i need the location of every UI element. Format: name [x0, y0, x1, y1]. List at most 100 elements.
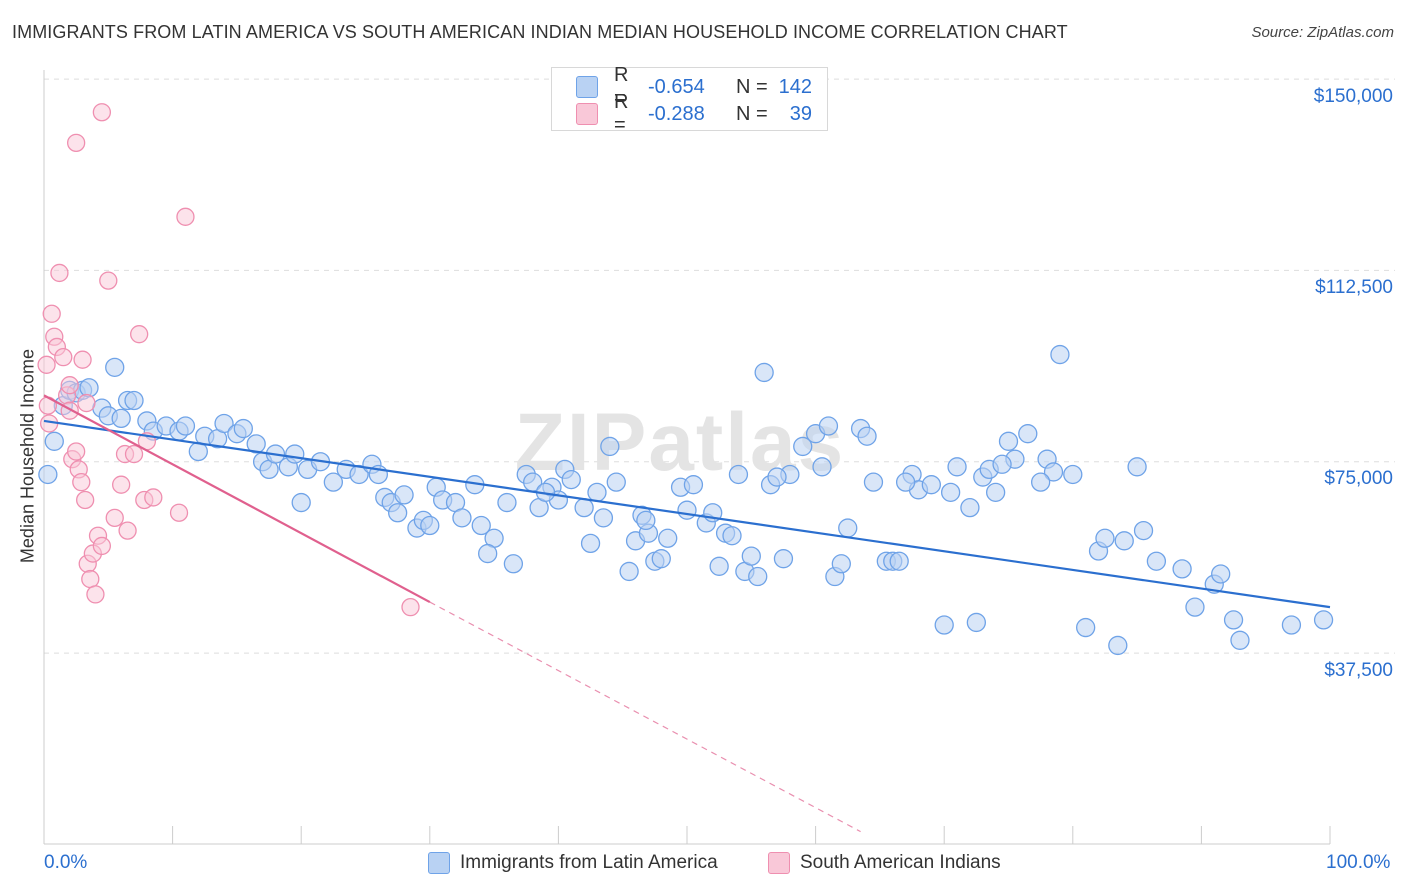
- data-point-latin-america: [1018, 424, 1038, 444]
- data-point-latin-america: [741, 546, 761, 566]
- data-point-latin-america: [214, 413, 234, 434]
- data-point-latin-america: [934, 615, 954, 635]
- y-tick-label: $75,000: [1324, 468, 1393, 489]
- legend-row-south-american-indians: R = -0.288 N = 39: [576, 91, 812, 136]
- data-point-latin-america: [124, 390, 144, 411]
- data-point-latin-america: [722, 526, 742, 546]
- x-tick-label-min: 0.0%: [44, 852, 88, 873]
- data-point-latin-america: [1313, 610, 1334, 630]
- data-point-latin-america: [677, 500, 697, 520]
- data-point-latin-america: [998, 431, 1019, 451]
- data-point-latin-america: [1223, 610, 1244, 630]
- data-point-latin-america: [683, 475, 704, 495]
- data-point-latin-america: [812, 457, 832, 477]
- data-point-latin-america: [966, 612, 986, 633]
- data-point-latin-america: [1185, 597, 1205, 617]
- data-point-latin-america: [1108, 635, 1128, 656]
- legend-row-latin-america: R = -0.654 N = 142: [576, 64, 812, 109]
- data-point-south-american-indian: [60, 376, 79, 395]
- data-point-latin-america: [985, 482, 1006, 502]
- legend-swatch-blue: [576, 76, 598, 98]
- data-point-latin-america: [960, 498, 980, 518]
- trend-line-extension-dashed: [429, 601, 861, 833]
- data-point-south-american-indian: [130, 325, 149, 344]
- data-point-latin-america: [1211, 564, 1231, 584]
- data-point-latin-america: [233, 418, 253, 439]
- data-point-latin-america: [1146, 551, 1167, 571]
- data-point-latin-america: [452, 508, 472, 528]
- data-point-latin-america: [1281, 615, 1302, 635]
- data-point-south-american-indian: [169, 503, 189, 522]
- legend-n-label: N =: [736, 102, 768, 125]
- axes: [43, 70, 1331, 845]
- data-point-latin-america: [748, 566, 768, 587]
- y-tick-label: $150,000: [1313, 86, 1393, 107]
- data-point-south-american-indian: [73, 350, 92, 369]
- data-point-latin-america: [111, 408, 131, 429]
- data-point-latin-america: [651, 549, 671, 569]
- data-point-south-american-indian: [99, 271, 118, 290]
- data-point-latin-america: [105, 357, 125, 377]
- data-point-latin-america: [831, 554, 851, 574]
- data-point-latin-america: [606, 472, 626, 492]
- data-point-latin-america: [420, 515, 440, 536]
- data-point-latin-america: [895, 472, 916, 492]
- data-point-latin-america: [503, 554, 524, 574]
- bottom-legend-label: South American Indians: [800, 852, 1001, 873]
- data-point-latin-america: [1133, 520, 1154, 541]
- data-point-latin-america: [600, 436, 620, 457]
- data-point-latin-america: [175, 416, 196, 436]
- data-point-south-american-indian: [76, 490, 95, 510]
- data-point-latin-america: [580, 533, 601, 554]
- data-point-latin-america: [818, 416, 839, 436]
- data-point-latin-america: [593, 508, 614, 528]
- data-point-latin-america: [574, 498, 594, 518]
- data-point-latin-america: [838, 518, 858, 538]
- data-point-latin-america: [940, 482, 961, 502]
- data-point-latin-america: [471, 515, 491, 536]
- data-point-latin-america: [44, 431, 64, 451]
- data-point-south-american-indian: [112, 475, 131, 494]
- data-point-latin-america: [323, 472, 344, 492]
- y-tick-label: $112,500: [1315, 277, 1393, 298]
- data-point-latin-america: [1076, 617, 1096, 638]
- legend-n-value: 39: [789, 102, 812, 125]
- bottom-legend-swatch-pink: [768, 852, 790, 874]
- data-point-south-american-indian: [86, 585, 105, 604]
- data-point-south-american-indian: [42, 304, 61, 323]
- data-point-south-american-indian: [72, 472, 91, 492]
- data-point-latin-america: [1050, 344, 1070, 365]
- y-tick-label: $37,500: [1324, 660, 1393, 681]
- legend-n-label: N =: [736, 75, 768, 98]
- data-point-latin-america: [79, 378, 99, 398]
- data-point-latin-america: [285, 444, 305, 464]
- data-point-latin-america: [889, 551, 909, 571]
- data-point-latin-america: [1230, 630, 1250, 650]
- data-point-latin-america: [387, 503, 408, 523]
- data-point-latin-america: [709, 556, 729, 576]
- trend-line-latin-america: [43, 419, 1331, 609]
- data-point-latin-america: [992, 454, 1012, 474]
- data-point-latin-america: [1095, 528, 1115, 548]
- correlation-legend: R = -0.654 N = 142 R = -0.288 N = 39: [551, 64, 828, 136]
- data-point-latin-america: [587, 482, 607, 502]
- data-point-latin-america: [394, 485, 414, 505]
- data-point-south-american-indian: [124, 444, 144, 464]
- data-point-south-american-indian: [54, 347, 73, 367]
- data-point-south-american-indian: [92, 536, 112, 556]
- data-point-latin-america: [1031, 472, 1051, 492]
- x-tick-label-max: 100.0%: [1326, 852, 1391, 873]
- bottom-legend-label: Immigrants from Latin America: [460, 852, 718, 873]
- legend-n-value: 142: [778, 75, 812, 98]
- data-point-latin-america: [1127, 457, 1147, 477]
- data-point-south-american-indian: [105, 508, 124, 528]
- y-axis-label: Median Household Income: [17, 348, 38, 564]
- data-point-latin-america: [947, 457, 967, 477]
- legend-r-label: R =: [614, 64, 629, 109]
- data-point-latin-america: [1063, 464, 1083, 485]
- data-point-latin-america: [658, 528, 678, 548]
- data-point-south-american-indian: [401, 597, 420, 617]
- trend-lines: [43, 394, 1331, 833]
- data-point-latin-america: [773, 549, 794, 569]
- bottom-legend-swatch-blue: [428, 852, 450, 874]
